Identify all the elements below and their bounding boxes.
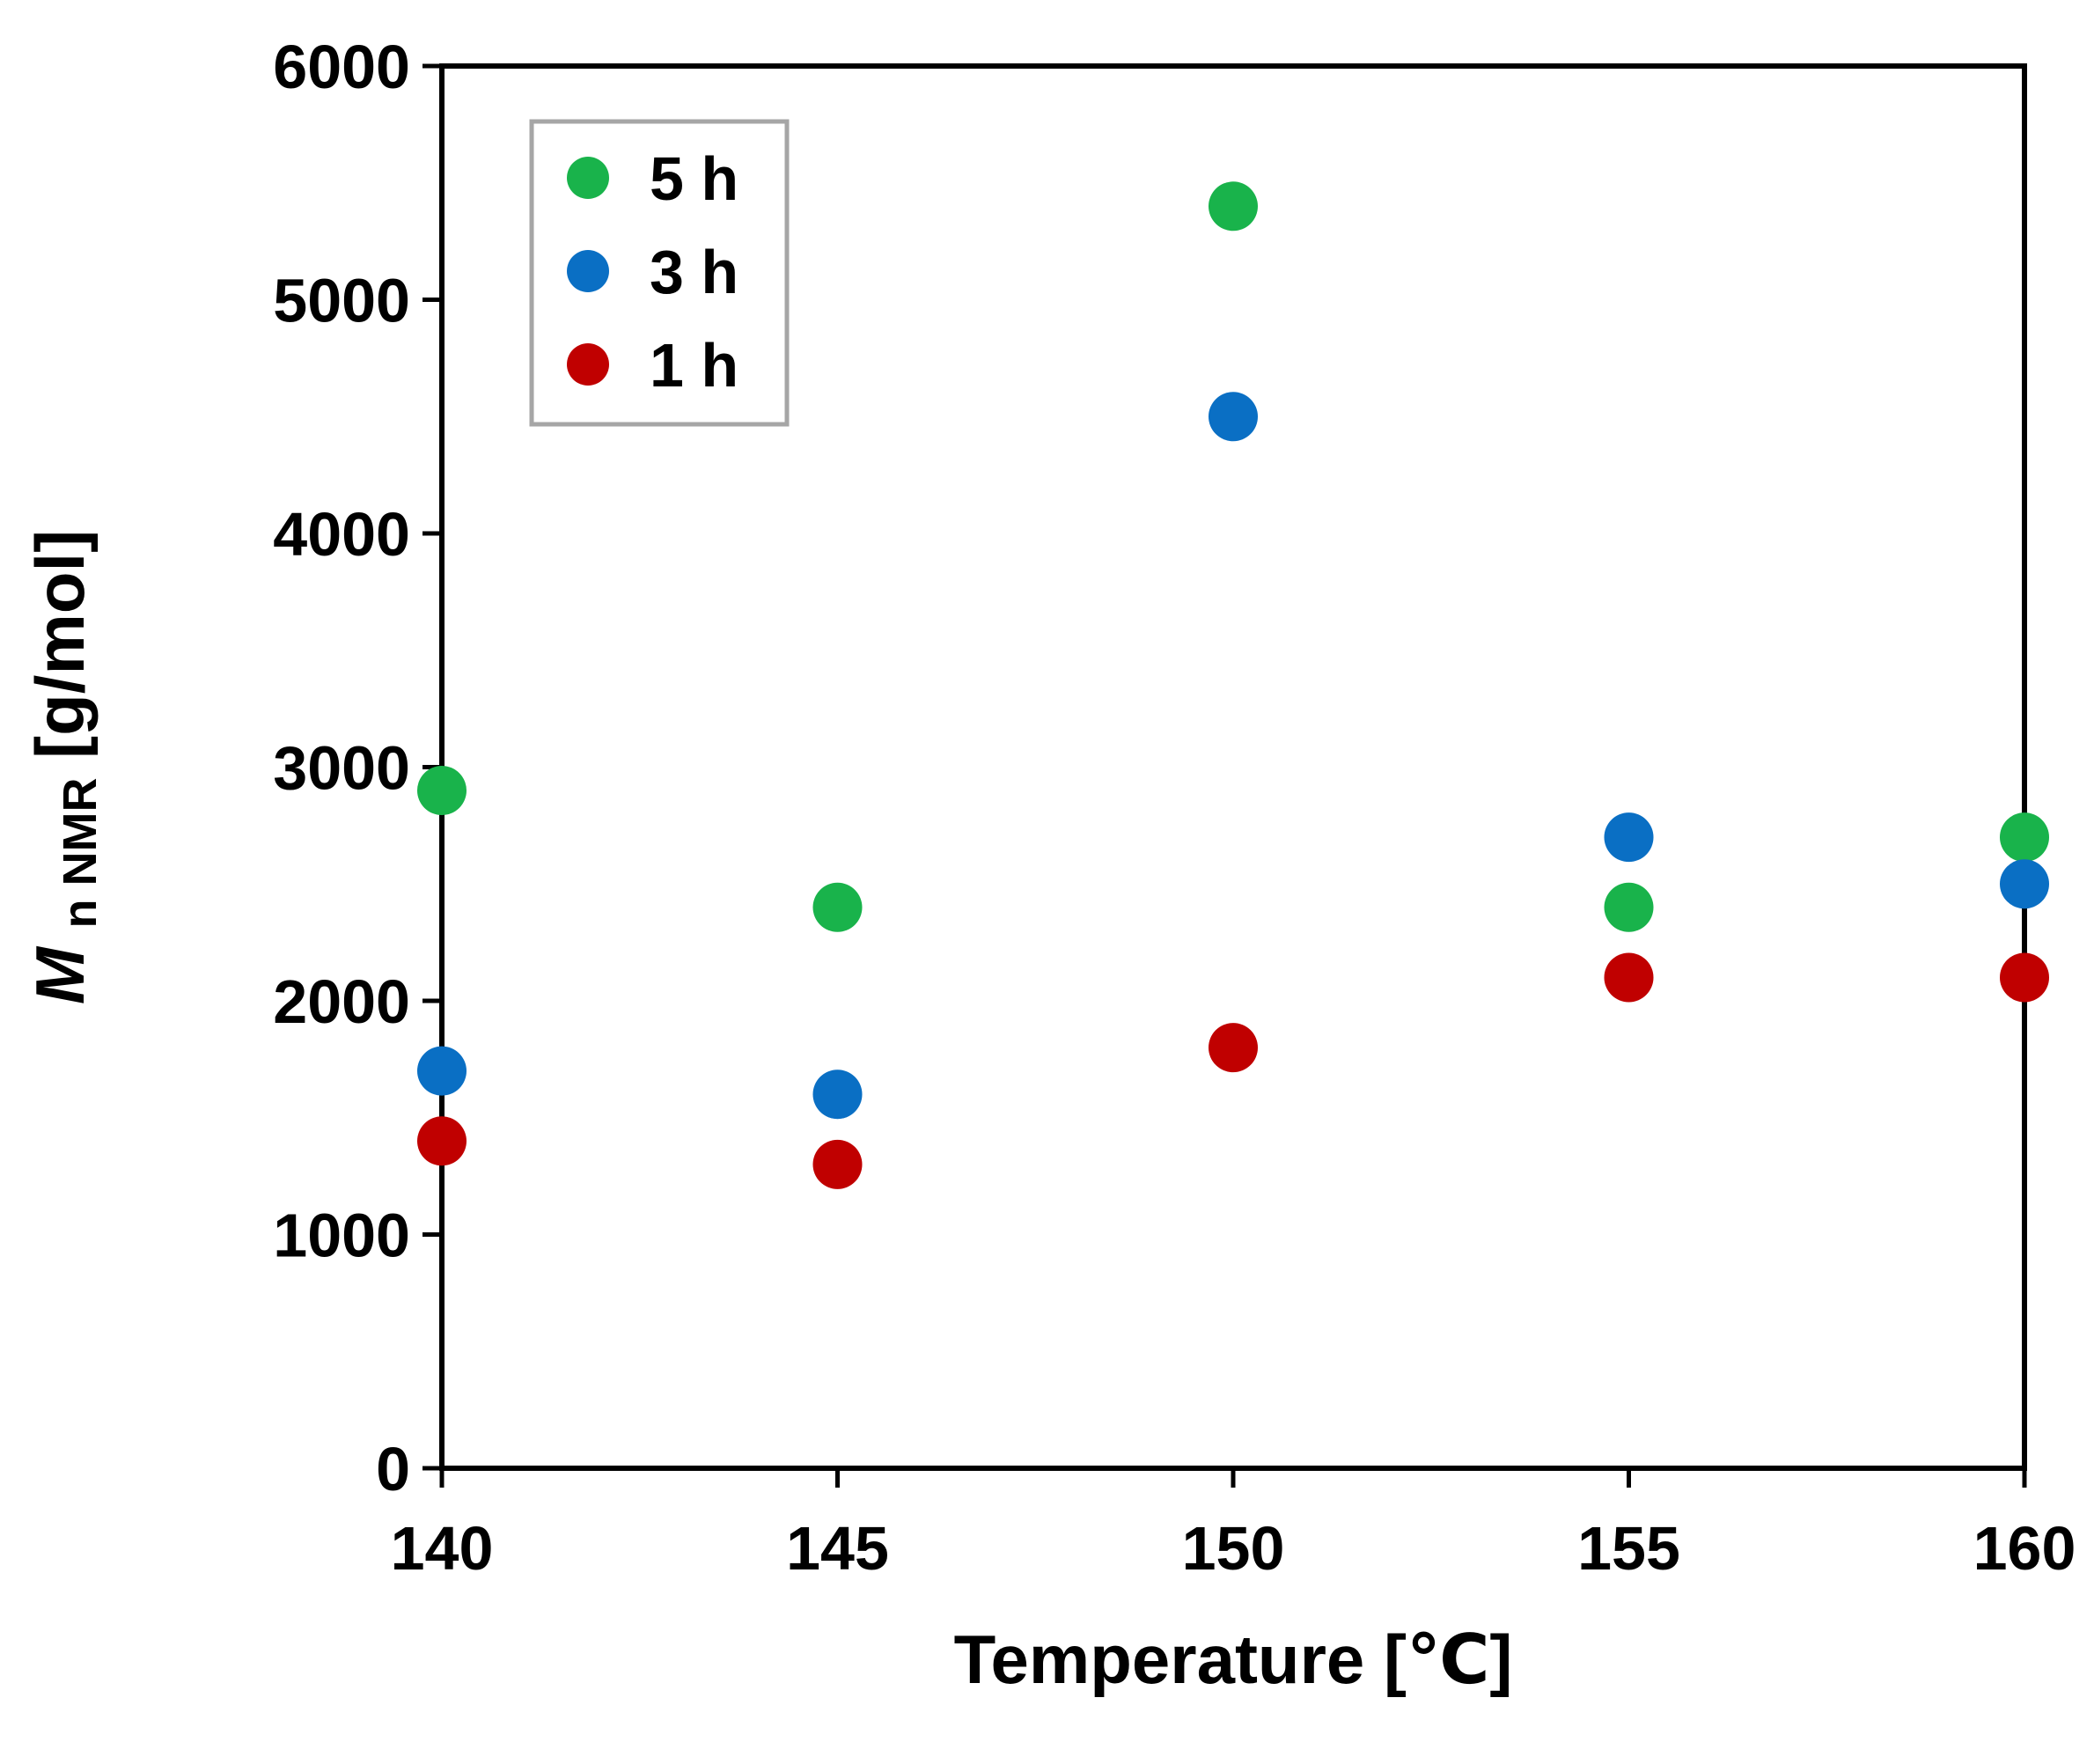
y-tick-label: 1000 [273, 1202, 410, 1270]
y-tick-label: 5000 [273, 267, 410, 335]
legend-items: 5 h 3 h 1 h [567, 144, 738, 400]
legend: 5 h 3 h 1 h [529, 119, 790, 427]
y-tick-label: 3000 [273, 734, 410, 803]
legend-marker [567, 157, 609, 199]
y-tick-label: 2000 [273, 967, 410, 1036]
x-axis: 140 145 150 155 160 [391, 1468, 2076, 1583]
data-point-series-1 [812, 882, 863, 932]
legend-marker [567, 250, 609, 292]
x-axis-title: Temperature [℃] [954, 1621, 1513, 1698]
y-tick-label: 4000 [273, 500, 410, 569]
data-point-series-3 [2000, 952, 2049, 1003]
data-point-series-2 [812, 1069, 863, 1120]
data-point-series-1 [1209, 181, 1258, 232]
legend-label: 1 h [650, 331, 738, 400]
x-tick-label: 150 [1182, 1514, 1285, 1583]
y-axis-title-unit: [g/mol] [21, 530, 99, 759]
data-point-series-1 [1604, 882, 1654, 932]
data-point-series-3 [417, 1116, 467, 1166]
data-point-series-2 [1209, 392, 1258, 442]
data-point-series-3 [812, 1139, 863, 1189]
x-tick-label: 145 [786, 1514, 889, 1583]
y-axis-title-symbol: M [21, 945, 99, 1004]
y-axis-title-subscript: n NMR [54, 777, 107, 928]
y-tick-label: 0 [376, 1435, 410, 1503]
data-point-series-2 [1604, 812, 1654, 863]
data-point-series-2 [417, 1046, 467, 1096]
data-points [417, 181, 2049, 1189]
x-tick-label: 140 [391, 1514, 494, 1583]
data-point-series-3 [1209, 1023, 1258, 1073]
x-tick-label: 160 [1973, 1514, 2076, 1583]
legend-label: 3 h [650, 238, 738, 306]
x-tick-label: 155 [1577, 1514, 1680, 1583]
legend-marker [567, 343, 609, 386]
y-axis-title: M n NMR [g/mol] [21, 530, 111, 1004]
data-point-series-2 [2000, 859, 2049, 909]
data-point-series-3 [1604, 952, 1654, 1003]
data-point-series-1 [2000, 812, 2049, 863]
data-point-series-1 [417, 766, 467, 816]
y-axis: 0 1000 2000 3000 4000 5000 6000 [273, 33, 442, 1503]
legend-label: 5 h [650, 144, 738, 213]
y-tick-label: 6000 [273, 33, 410, 101]
